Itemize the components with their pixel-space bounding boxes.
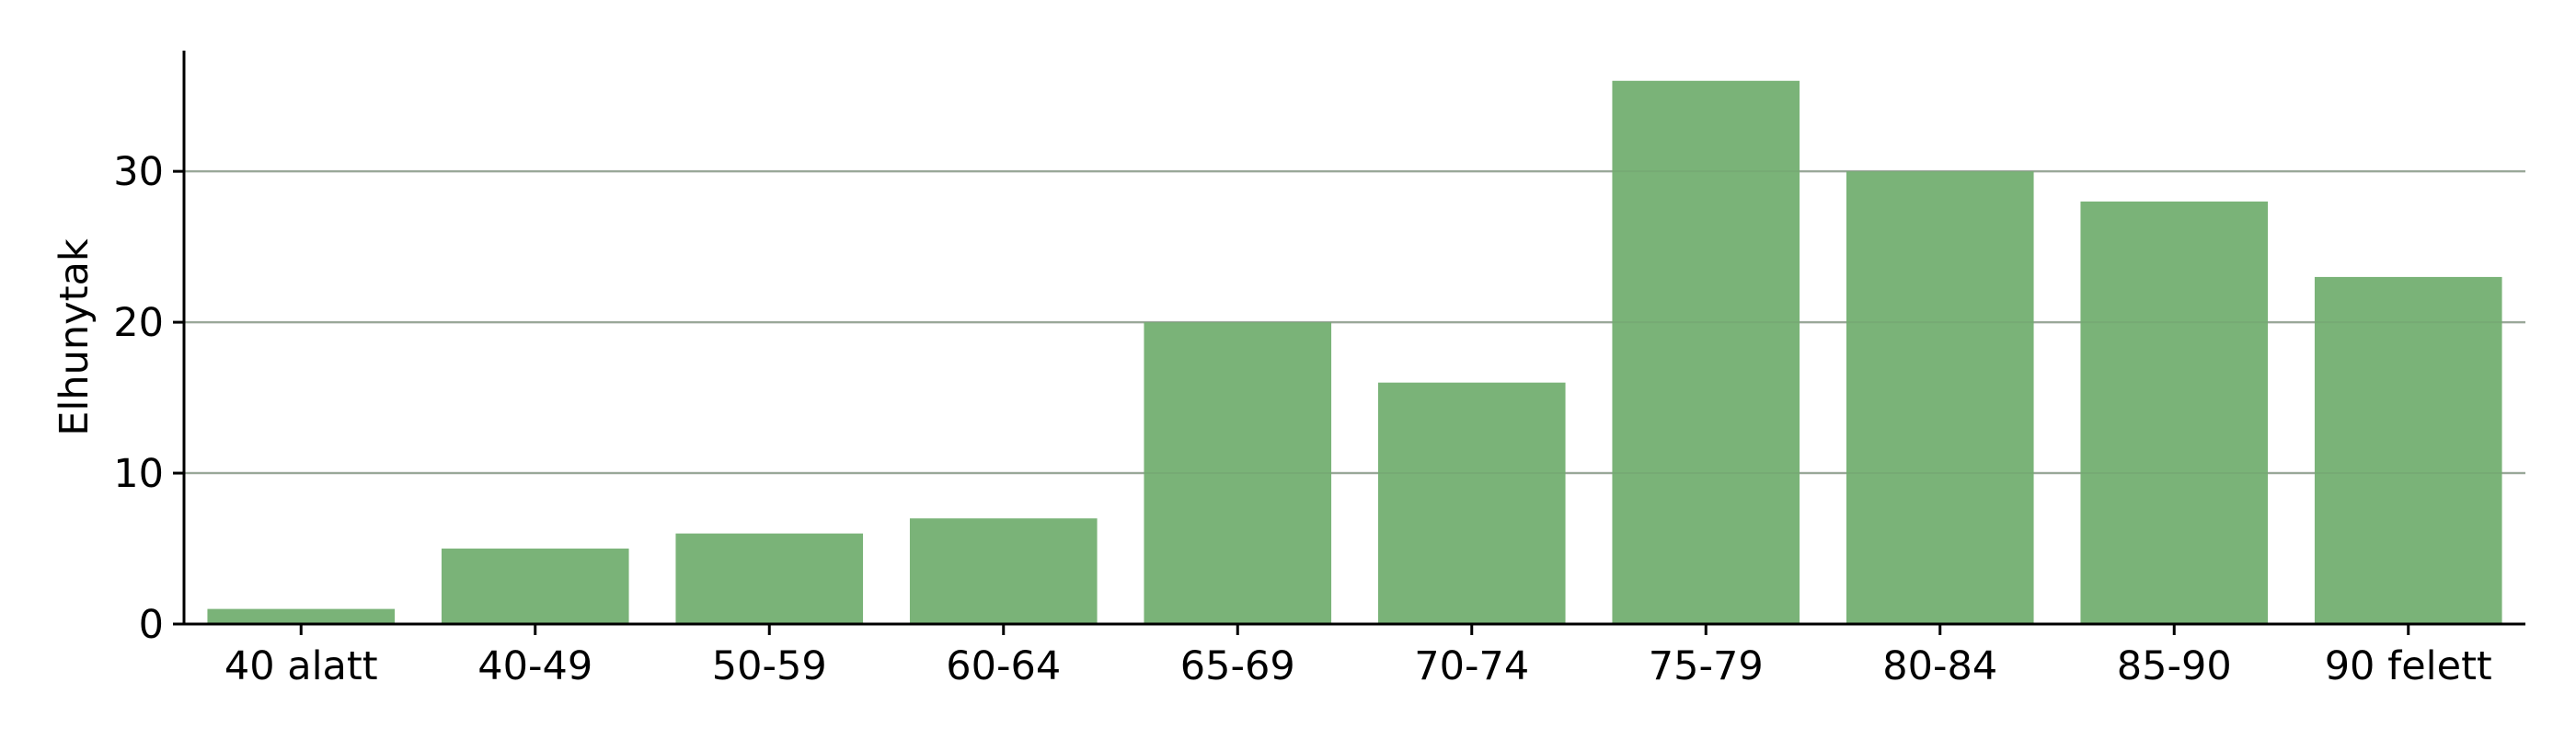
bar-60-64 [909,518,1098,624]
x-tick-label: 85-90 [2117,643,2232,689]
bar-85-90 [2080,201,2269,624]
x-tick-label: 50-59 [712,643,827,689]
x-tick-label: 40 alatt [224,643,378,689]
bar-70-74 [1377,382,1566,624]
y-tick-label: 0 [139,602,164,648]
x-tick-label: 60-64 [946,643,1061,689]
axes [182,51,2525,626]
y-tick-label: 20 [113,300,164,346]
x-tick-label: 65-69 [1180,643,1295,689]
bar-40-49 [441,549,629,624]
bars [207,80,2502,624]
x-tick-label: 75-79 [1649,643,1764,689]
y-tick-label: 30 [113,149,164,195]
y-axis-title: Elhunytak [52,238,98,436]
bar-80-84 [1846,171,2034,624]
x-tick-label: 80-84 [1882,643,1997,689]
x-tick-label: 40-49 [477,643,592,689]
y-tick-label: 10 [113,451,164,497]
bar-40-alatt [207,608,396,624]
bar-75-79 [1612,80,1800,624]
bar-65-69 [1144,322,1332,624]
bar-90-felett [2314,276,2502,624]
ticks: 0 10 20 30 40 alatt 40-49 50-59 60-64 65-69 70-74… [113,149,2492,689]
bar-50-59 [675,533,864,624]
x-tick-label: 90 felett [2325,643,2492,689]
x-tick-label: 70-74 [1414,643,1529,689]
